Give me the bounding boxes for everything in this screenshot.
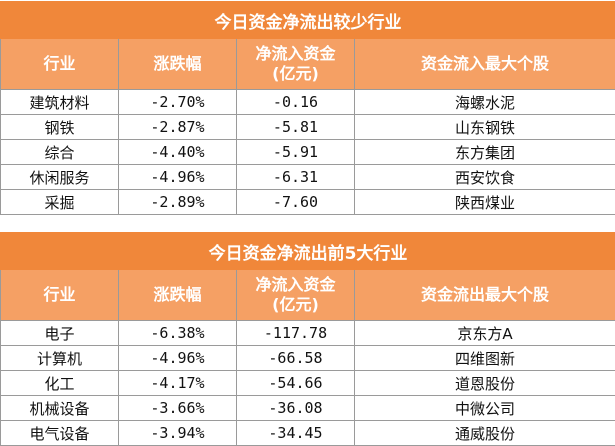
cell-industry: 钢铁 bbox=[1, 115, 119, 140]
cell-net-inflow: -117.78 bbox=[237, 321, 355, 346]
header-net-inflow: 净流入资金 (亿元) bbox=[237, 270, 355, 321]
table-title: 今日资金净流出较少行业 bbox=[1, 2, 615, 39]
table-row: 化工 -4.17% -54.66 道恩股份 bbox=[1, 371, 615, 396]
table-row: 电气设备 -3.94% -34.45 通威股份 bbox=[1, 421, 615, 446]
cell-net-inflow: -34.45 bbox=[237, 421, 355, 446]
cell-top-stock: 通威股份 bbox=[355, 421, 615, 446]
cell-change: -4.96% bbox=[119, 346, 237, 371]
cell-change: -6.38% bbox=[119, 321, 237, 346]
cell-change: -4.40% bbox=[119, 140, 237, 165]
cell-net-inflow: -7.60 bbox=[237, 190, 355, 215]
table-row: 电子 -6.38% -117.78 京东方A bbox=[1, 321, 615, 346]
header-top-stock: 资金流入最大个股 bbox=[355, 39, 615, 90]
cell-net-inflow: -5.91 bbox=[237, 140, 355, 165]
header-change: 涨跌幅 bbox=[119, 39, 237, 90]
cell-net-inflow: -5.81 bbox=[237, 115, 355, 140]
cell-net-inflow: -0.16 bbox=[237, 90, 355, 115]
cell-industry: 休闲服务 bbox=[1, 165, 119, 190]
inflow-least-table: 今日资金净流出较少行业 行业 涨跌幅 净流入资金 (亿元) 资金流入最大个股 建… bbox=[0, 1, 615, 215]
table-row: 建筑材料 -2.70% -0.16 海螺水泥 bbox=[1, 90, 615, 115]
header-industry: 行业 bbox=[1, 270, 119, 321]
cell-industry: 综合 bbox=[1, 140, 119, 165]
cell-change: -4.96% bbox=[119, 165, 237, 190]
cell-industry: 采掘 bbox=[1, 190, 119, 215]
outflow-top5-table: 今日资金净流出前5大行业 行业 涨跌幅 净流入资金 (亿元) 资金流出最大个股 … bbox=[0, 232, 615, 446]
cell-top-stock: 西安饮食 bbox=[355, 165, 615, 190]
header-net-inflow-line1: 净流入资金 bbox=[237, 275, 354, 295]
table-row: 综合 -4.40% -5.91 东方集团 bbox=[1, 140, 615, 165]
cell-change: -2.89% bbox=[119, 190, 237, 215]
cell-industry: 建筑材料 bbox=[1, 90, 119, 115]
header-change: 涨跌幅 bbox=[119, 270, 237, 321]
table-row: 休闲服务 -4.96% -6.31 西安饮食 bbox=[1, 165, 615, 190]
cell-top-stock: 道恩股份 bbox=[355, 371, 615, 396]
header-net-inflow: 净流入资金 (亿元) bbox=[237, 39, 355, 90]
cell-industry: 计算机 bbox=[1, 346, 119, 371]
cell-top-stock: 四维图新 bbox=[355, 346, 615, 371]
cell-top-stock: 海螺水泥 bbox=[355, 90, 615, 115]
cell-change: -4.17% bbox=[119, 371, 237, 396]
header-top-stock: 资金流出最大个股 bbox=[355, 270, 615, 321]
cell-change: -2.87% bbox=[119, 115, 237, 140]
cell-net-inflow: -6.31 bbox=[237, 165, 355, 190]
cell-net-inflow: -36.08 bbox=[237, 396, 355, 421]
cell-industry: 电子 bbox=[1, 321, 119, 346]
cell-top-stock: 京东方A bbox=[355, 321, 615, 346]
cell-industry: 机械设备 bbox=[1, 396, 119, 421]
header-net-inflow-line1: 净流入资金 bbox=[237, 44, 354, 64]
table-title: 今日资金净流出前5大行业 bbox=[1, 233, 615, 270]
header-net-inflow-line2: (亿元) bbox=[237, 295, 354, 315]
cell-net-inflow: -54.66 bbox=[237, 371, 355, 396]
cell-net-inflow: -66.58 bbox=[237, 346, 355, 371]
header-industry: 行业 bbox=[1, 39, 119, 90]
table-row: 计算机 -4.96% -66.58 四维图新 bbox=[1, 346, 615, 371]
cell-top-stock: 东方集团 bbox=[355, 140, 615, 165]
cell-industry: 电气设备 bbox=[1, 421, 119, 446]
cell-top-stock: 中微公司 bbox=[355, 396, 615, 421]
table-row: 采掘 -2.89% -7.60 陕西煤业 bbox=[1, 190, 615, 215]
cell-industry: 化工 bbox=[1, 371, 119, 396]
cell-change: -3.66% bbox=[119, 396, 237, 421]
table-row: 钢铁 -2.87% -5.81 山东钢铁 bbox=[1, 115, 615, 140]
table-row: 机械设备 -3.66% -36.08 中微公司 bbox=[1, 396, 615, 421]
cell-top-stock: 陕西煤业 bbox=[355, 190, 615, 215]
cell-change: -3.94% bbox=[119, 421, 237, 446]
header-net-inflow-line2: (亿元) bbox=[237, 64, 354, 84]
cell-top-stock: 山东钢铁 bbox=[355, 115, 615, 140]
cell-change: -2.70% bbox=[119, 90, 237, 115]
